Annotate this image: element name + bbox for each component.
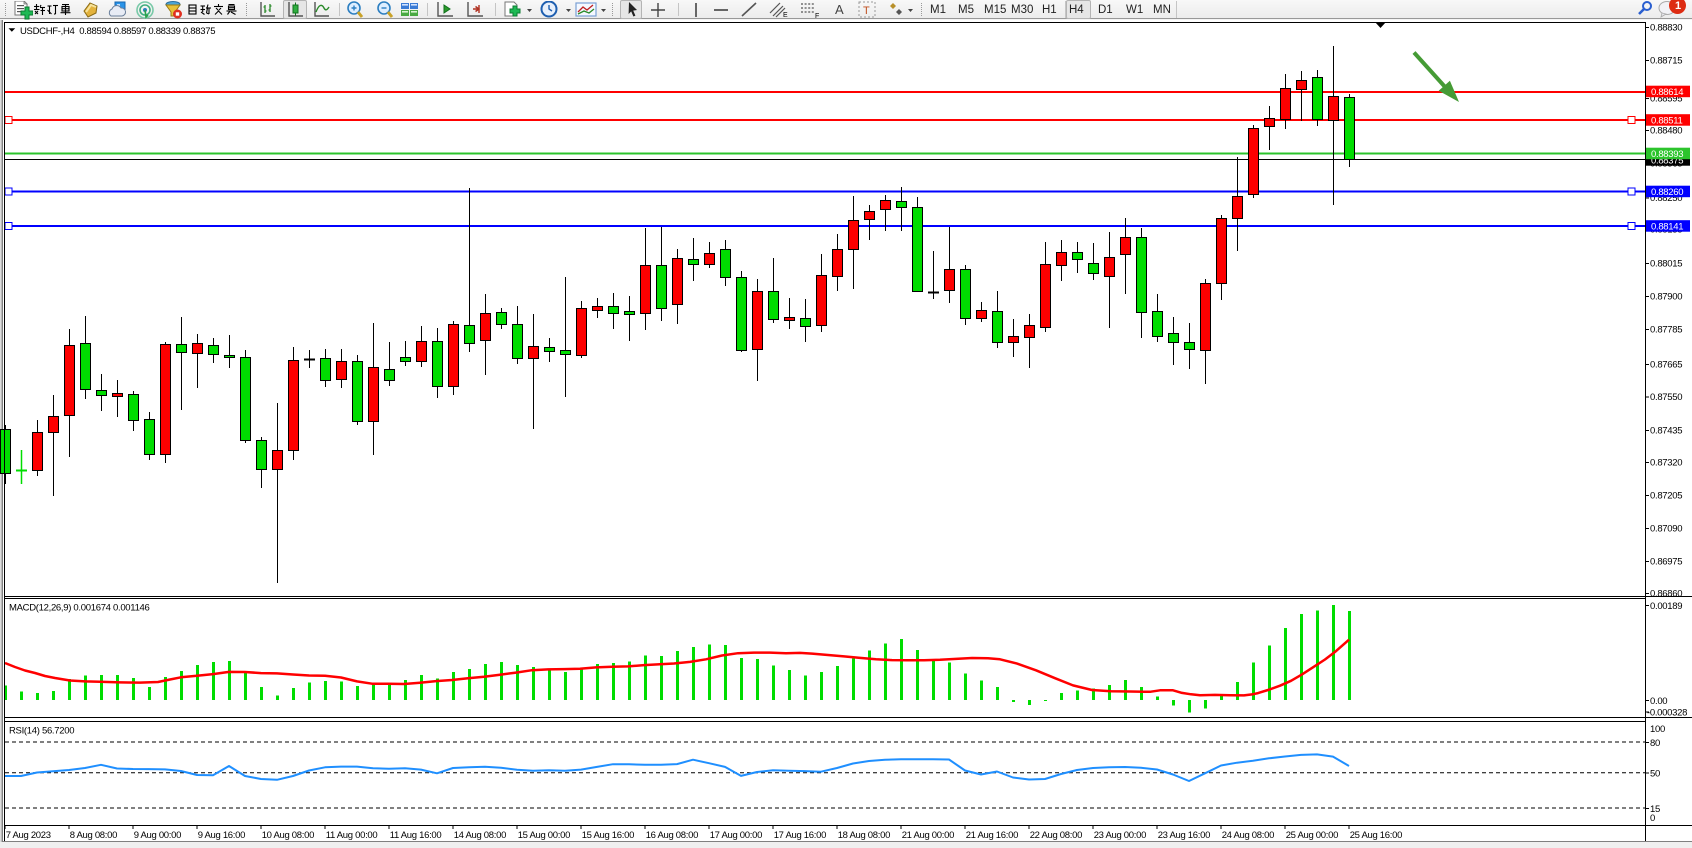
svg-text:0.88595: 0.88595 (1650, 94, 1682, 105)
svg-text:23 Aug 00:00: 23 Aug 00:00 (1094, 830, 1146, 841)
svg-text:0.87785: 0.87785 (1650, 325, 1682, 336)
svg-text:0.87205: 0.87205 (1650, 491, 1682, 502)
svg-text:0.87320: 0.87320 (1650, 458, 1682, 469)
svg-text:0.88250: 0.88250 (1650, 193, 1682, 204)
svg-text:0.87900: 0.87900 (1650, 292, 1682, 303)
svg-text:21 Aug 16:00: 21 Aug 16:00 (966, 830, 1018, 841)
svg-text:0.88830: 0.88830 (1650, 23, 1682, 34)
svg-text:-0.000328: -0.000328 (1647, 707, 1687, 718)
svg-text:0.88375: 0.88375 (1651, 156, 1683, 167)
svg-text:0.88260: 0.88260 (1651, 187, 1683, 198)
svg-text:0.00189: 0.00189 (1650, 601, 1682, 612)
svg-text:9 Aug 16:00: 9 Aug 16:00 (198, 830, 245, 841)
svg-text:E: E (783, 12, 788, 19)
svg-text:MACD(12,26,9) 0.001674 0.00114: MACD(12,26,9) 0.001674 0.001146 (9, 603, 150, 614)
svg-text:0.88480: 0.88480 (1650, 126, 1682, 137)
svg-text:0.88715: 0.88715 (1650, 56, 1682, 67)
svg-text:0.88141: 0.88141 (1651, 222, 1683, 233)
svg-text:22 Aug 08:00: 22 Aug 08:00 (1030, 830, 1082, 841)
svg-text:T: T (863, 5, 870, 17)
svg-text:50: 50 (1650, 769, 1660, 780)
svg-text:17 Aug 16:00: 17 Aug 16:00 (774, 830, 826, 841)
svg-text:0.87435: 0.87435 (1650, 426, 1682, 437)
svg-text:11 Aug 16:00: 11 Aug 16:00 (390, 830, 442, 841)
svg-text:25 Aug 00:00: 25 Aug 00:00 (1286, 830, 1338, 841)
svg-text:17 Aug 00:00: 17 Aug 00:00 (710, 830, 762, 841)
svg-text:0.87090: 0.87090 (1650, 524, 1682, 535)
svg-text:0.88614: 0.88614 (1651, 87, 1683, 98)
svg-text:0: 0 (1650, 813, 1655, 824)
svg-text:23 Aug 16:00: 23 Aug 16:00 (1158, 830, 1210, 841)
svg-text:25 Aug 16:00: 25 Aug 16:00 (1350, 830, 1402, 841)
svg-text:0.00: 0.00 (1650, 696, 1667, 707)
svg-text:RSI(14) 56.7200: RSI(14) 56.7200 (9, 726, 74, 737)
svg-text:F: F (815, 13, 819, 20)
svg-text:0.87550: 0.87550 (1650, 392, 1682, 403)
svg-text:11 Aug 00:00: 11 Aug 00:00 (326, 830, 378, 841)
svg-text:24 Aug 08:00: 24 Aug 08:00 (1222, 830, 1274, 841)
svg-text:8 Aug 08:00: 8 Aug 08:00 (70, 830, 117, 841)
svg-text:15: 15 (1650, 804, 1660, 815)
svg-text:0.86975: 0.86975 (1650, 557, 1682, 568)
svg-text:9 Aug 00:00: 9 Aug 00:00 (134, 830, 181, 841)
svg-text:0.86860: 0.86860 (1650, 589, 1682, 600)
svg-text:7 Aug 2023: 7 Aug 2023 (6, 830, 51, 841)
svg-text:0.88393: 0.88393 (1651, 149, 1683, 160)
svg-text:0.88015: 0.88015 (1650, 259, 1682, 270)
svg-text:14 Aug 08:00: 14 Aug 08:00 (454, 830, 506, 841)
svg-text:15 Aug 16:00: 15 Aug 16:00 (582, 830, 634, 841)
svg-text:100: 100 (1650, 724, 1665, 735)
svg-text:15 Aug 00:00: 15 Aug 00:00 (518, 830, 570, 841)
svg-text:21 Aug 00:00: 21 Aug 00:00 (902, 830, 954, 841)
svg-text:10 Aug 08:00: 10 Aug 08:00 (262, 830, 314, 841)
svg-text:80: 80 (1650, 738, 1660, 749)
svg-text:0.88511: 0.88511 (1651, 116, 1683, 127)
svg-text:16 Aug 08:00: 16 Aug 08:00 (646, 830, 698, 841)
svg-text:USDCHF-,H4 0.88594 0.88597 0.: USDCHF-,H4 0.88594 0.88597 0.88339 0.883… (20, 26, 215, 37)
svg-text:18 Aug 08:00: 18 Aug 08:00 (838, 830, 890, 841)
svg-text:0.87665: 0.87665 (1650, 360, 1682, 371)
